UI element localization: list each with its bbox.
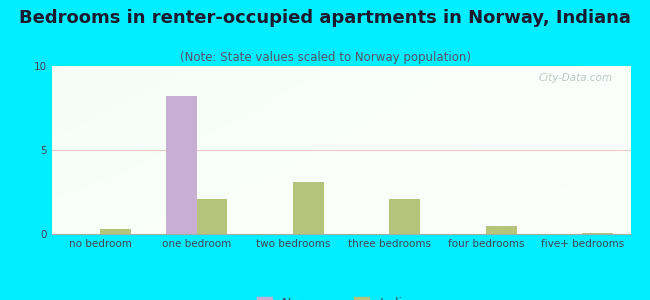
Text: City-Data.com: City-Data.com [539,73,613,83]
Legend: Norway, Indiana: Norway, Indiana [252,292,431,300]
Bar [196,199,227,234]
Text: Bedrooms in renter-occupied apartments in Norway, Indiana: Bedrooms in renter-occupied apartments i… [19,9,631,27]
Bar [582,233,613,234]
Text: (Note: State values scaled to Norway population): (Note: State values scaled to Norway pop… [179,51,471,64]
Bar [293,182,324,234]
Bar [100,229,131,234]
Bar [486,226,517,234]
Bar [166,96,196,234]
Bar [389,199,421,234]
